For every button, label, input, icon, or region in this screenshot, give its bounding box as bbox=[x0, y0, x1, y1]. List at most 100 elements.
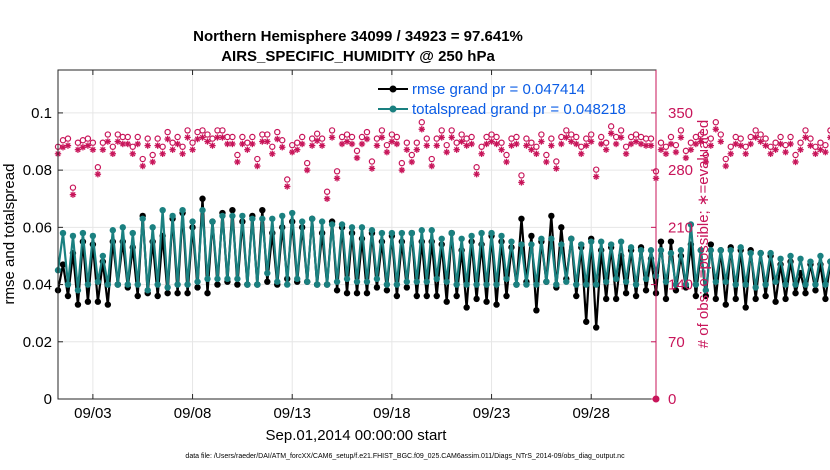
obs-evaluated-stroke bbox=[508, 142, 515, 149]
spread-data-point bbox=[583, 281, 590, 288]
obs-evaluated-stroke bbox=[488, 138, 495, 145]
obs-evaluated-marker bbox=[817, 146, 824, 153]
spread-data-point bbox=[219, 212, 226, 220]
obs-evaluated-stroke bbox=[120, 141, 126, 147]
obs-evaluated-stroke bbox=[603, 146, 609, 153]
obs-possible-marker bbox=[473, 164, 480, 171]
spread-data-point bbox=[642, 275, 650, 283]
obs-evaluated-stroke bbox=[678, 134, 684, 141]
obs-evaluated-stroke bbox=[239, 141, 246, 147]
obs-evaluated-stroke bbox=[319, 142, 325, 149]
obs-evaluated-marker bbox=[772, 146, 779, 153]
obs-evaluated-marker bbox=[259, 138, 266, 145]
obs-possible-marker bbox=[742, 143, 749, 150]
obs-evaluated-stroke bbox=[782, 149, 789, 155]
obs-evaluated-marker bbox=[627, 140, 635, 148]
spread-data-point bbox=[343, 275, 351, 283]
spread-data-point bbox=[677, 247, 685, 254]
obs-evaluated-stroke bbox=[254, 163, 261, 169]
obs-evaluated-marker bbox=[583, 142, 590, 149]
obs-evaluated-marker bbox=[792, 158, 799, 166]
spread-data-point bbox=[563, 278, 570, 285]
spread-data-point bbox=[204, 275, 211, 283]
obs-evaluated-marker bbox=[622, 150, 630, 157]
obs-evaluated-stroke bbox=[493, 141, 500, 147]
spread-data-point bbox=[179, 206, 186, 214]
obs-possible-marker bbox=[767, 143, 774, 150]
obs-evaluated-stroke bbox=[209, 142, 216, 149]
obs-evaluated-stroke bbox=[453, 146, 460, 153]
obs-evaluated-stroke bbox=[189, 146, 196, 153]
obs-evaluated-marker bbox=[632, 138, 640, 145]
obs-possible-marker bbox=[169, 139, 176, 146]
obs-evaluated-marker bbox=[722, 162, 729, 170]
obs-evaluated-stroke bbox=[364, 136, 370, 142]
obs-evaluated-stroke bbox=[389, 138, 395, 145]
rmse-data-point bbox=[199, 195, 206, 202]
spread-data-point bbox=[264, 269, 271, 277]
obs-evaluated-marker bbox=[662, 150, 670, 157]
spread-data-point bbox=[792, 281, 799, 288]
obs-evaluated-stroke bbox=[159, 151, 166, 157]
spread-data-point bbox=[807, 258, 814, 265]
obs-evaluated-stroke bbox=[100, 146, 106, 153]
obs-evaluated-stroke bbox=[827, 134, 830, 138]
spread-data-point bbox=[752, 284, 759, 291]
obs-evaluated-marker bbox=[702, 158, 710, 166]
spread-data-point bbox=[593, 281, 600, 288]
obs-evaluated-stroke bbox=[608, 130, 614, 137]
obs-evaluated-stroke bbox=[349, 141, 355, 147]
obs-possible-marker bbox=[627, 133, 635, 141]
obs-possible-marker bbox=[583, 135, 590, 142]
obs-evaluated-marker bbox=[533, 150, 540, 157]
spread-data-point bbox=[383, 281, 391, 288]
obs-possible-marker bbox=[712, 119, 720, 126]
obs-evaluated-stroke bbox=[807, 142, 814, 149]
obs-evaluated-stroke bbox=[439, 134, 445, 141]
spread-data-point bbox=[348, 224, 356, 231]
obs-evaluated-stroke bbox=[772, 146, 779, 153]
obs-evaluated-stroke bbox=[284, 183, 290, 190]
obs-possible-marker bbox=[722, 155, 729, 163]
spread-data-point bbox=[239, 212, 246, 220]
obs-possible-marker bbox=[353, 147, 361, 155]
rmse-data-point bbox=[802, 289, 809, 297]
spread-data-point bbox=[284, 281, 291, 288]
spread-data-point bbox=[607, 241, 615, 248]
obs-possible-marker bbox=[149, 151, 156, 159]
rmse-data-point bbox=[473, 295, 480, 303]
obs-evaluated-stroke bbox=[140, 163, 146, 169]
obs-possible-marker bbox=[702, 151, 710, 159]
obs-evaluated-stroke bbox=[145, 142, 151, 149]
obs-possible-marker bbox=[657, 139, 665, 146]
obs-evaluated-marker bbox=[597, 140, 605, 148]
rmse-data-point bbox=[662, 295, 670, 303]
obs-evaluated-marker bbox=[453, 146, 460, 153]
spread-data-point bbox=[89, 232, 97, 240]
obs-evaluated-stroke bbox=[369, 165, 375, 172]
obs-evaluated-stroke bbox=[573, 141, 579, 147]
spread-data-point bbox=[438, 235, 445, 242]
obs-evaluated-marker bbox=[164, 135, 171, 143]
spread-data-point bbox=[184, 281, 191, 288]
obs-evaluated-stroke bbox=[633, 138, 639, 145]
obs-evaluated-stroke bbox=[598, 141, 604, 147]
spread-data-point bbox=[368, 227, 376, 234]
rmse-data-point bbox=[772, 298, 779, 305]
x-axis: 09/03 09/08 09/13 09/18 09/23 09/28 bbox=[74, 70, 610, 422]
obs-evaluated-marker bbox=[518, 179, 525, 186]
obs-evaluated-marker bbox=[443, 148, 450, 156]
spread-data-point bbox=[323, 281, 331, 288]
obs-evaluated-stroke bbox=[713, 126, 719, 132]
rmse-data-point bbox=[174, 289, 181, 297]
obs-evaluated-marker bbox=[438, 134, 445, 141]
y-left-tick-label: 0.04 bbox=[23, 277, 52, 294]
obs-evaluated-marker bbox=[413, 146, 420, 153]
obs-possible-marker bbox=[607, 123, 615, 130]
obs-evaluated-marker bbox=[742, 150, 749, 157]
obs-evaluated-stroke bbox=[708, 142, 714, 149]
spread-data-point bbox=[328, 221, 336, 228]
spread-data-point bbox=[742, 281, 749, 288]
spread-data-point bbox=[802, 281, 809, 288]
spread-data-point bbox=[388, 229, 396, 237]
